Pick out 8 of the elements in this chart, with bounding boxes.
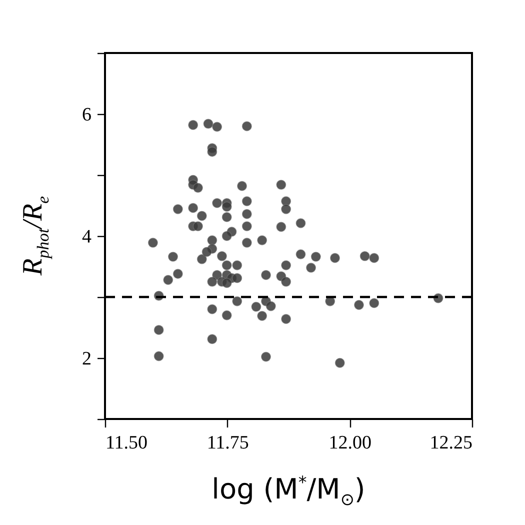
y-tick-label: 2 xyxy=(82,348,92,370)
x-axis-title: log (M$^{*}$/M$_{⊙}$) xyxy=(210,472,366,509)
y-tick-label: 6 xyxy=(82,104,92,126)
x-tick-label: 11.50 xyxy=(106,432,148,454)
x-tick-label: 12.25 xyxy=(430,432,472,454)
y-tick-label: 4 xyxy=(82,226,92,248)
x-tick-label: 11.75 xyxy=(206,432,249,454)
x-tick-label: 12.00 xyxy=(328,432,372,454)
